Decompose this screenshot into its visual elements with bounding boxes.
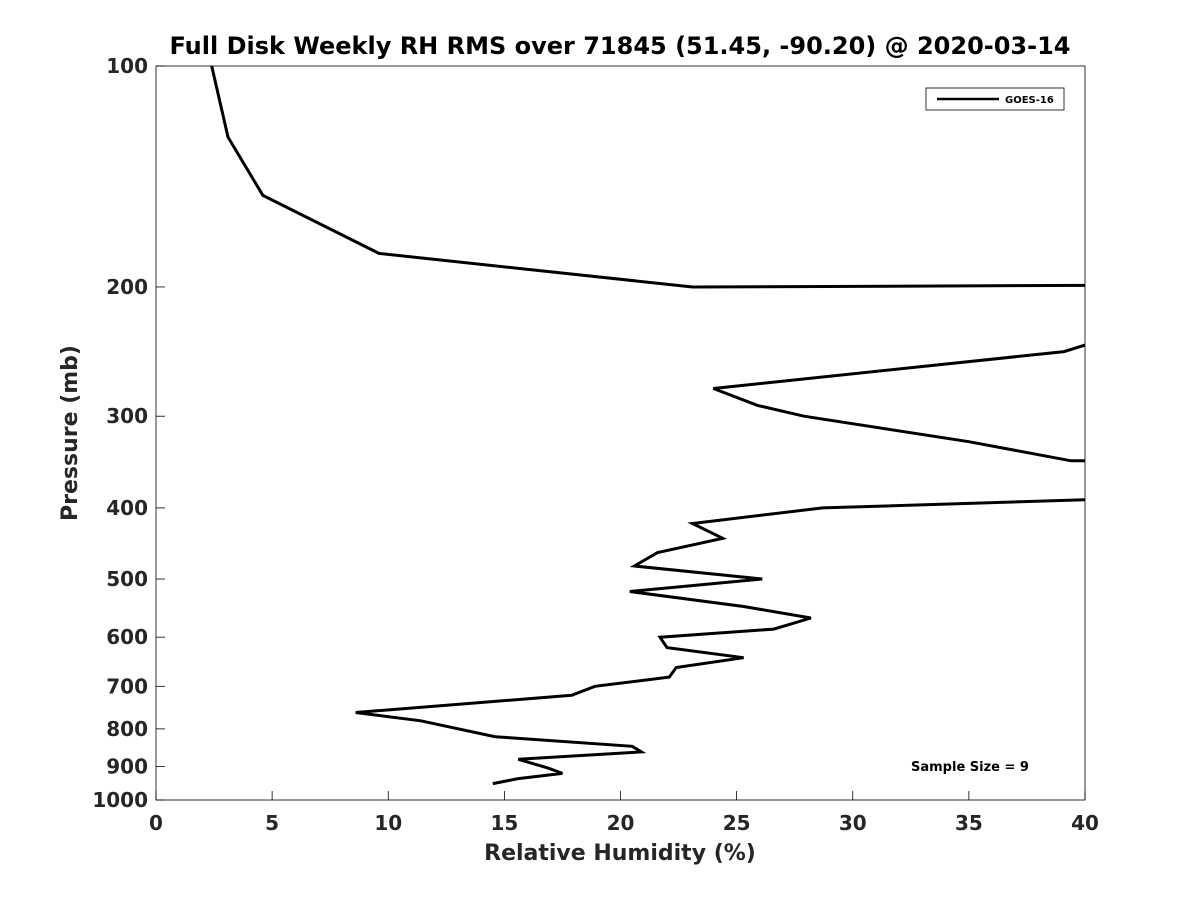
series-line-goes-16-segment-2 bbox=[712, 343, 1086, 463]
chart-title: Full Disk Weekly RH RMS over 71845 (51.4… bbox=[169, 32, 1070, 60]
legend: GOES-16 bbox=[925, 87, 1065, 111]
y-axis-label: Pressure (mb) bbox=[58, 345, 83, 521]
y-axis: 100 200 300 400 500 600 700 800 900 1000 bbox=[92, 54, 165, 812]
y-tick-label: 500 bbox=[106, 567, 148, 591]
y-tick-label: 400 bbox=[106, 496, 148, 520]
y-tick-label: 600 bbox=[106, 625, 148, 649]
sample-size-annotation: Sample Size = 9 bbox=[911, 760, 1029, 775]
x-tick-label: 10 bbox=[374, 811, 402, 835]
legend-label-goes-16: GOES-16 bbox=[1005, 95, 1054, 106]
x-axis-label: Relative Humidity (%) bbox=[484, 841, 756, 866]
y-tick-label: 800 bbox=[106, 717, 148, 741]
series-line-goes-16-segment-1 bbox=[210, 65, 1086, 289]
y-tick-label: 900 bbox=[106, 754, 148, 778]
x-tick-label: 30 bbox=[839, 811, 867, 835]
x-tick-label: 40 bbox=[1071, 811, 1099, 835]
series-layer bbox=[210, 65, 1086, 786]
x-tick-label: 0 bbox=[149, 811, 163, 835]
y-tick-label: 100 bbox=[106, 54, 148, 78]
x-tick-label: 20 bbox=[607, 811, 635, 835]
series-line-goes-16-segment-3 bbox=[355, 498, 1086, 786]
x-tick-label: 25 bbox=[723, 811, 751, 835]
x-tick-label: 35 bbox=[955, 811, 983, 835]
y-tick-label: 300 bbox=[106, 404, 148, 428]
y-tick-label: 700 bbox=[106, 674, 148, 698]
y-tick-label: 1000 bbox=[92, 788, 148, 812]
x-tick-label: 5 bbox=[265, 811, 279, 835]
x-tick-label: 15 bbox=[490, 811, 518, 835]
x-axis: 0 5 10 15 20 25 30 35 40 bbox=[149, 791, 1099, 835]
y-tick-label: 200 bbox=[106, 275, 148, 299]
